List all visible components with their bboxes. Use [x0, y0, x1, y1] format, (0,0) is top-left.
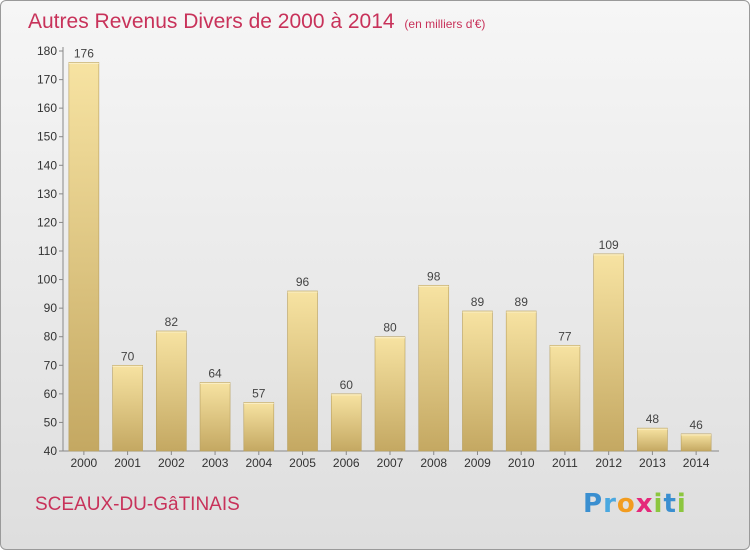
proxiti-logo: Proxiti [583, 489, 687, 519]
y-tick-label: 140 [37, 158, 57, 172]
x-tick-label: 2007 [377, 456, 404, 470]
y-tick-label: 150 [37, 130, 57, 144]
data-label: 60 [340, 378, 354, 392]
bar [418, 284, 450, 452]
data-label: 64 [208, 366, 222, 380]
bar [549, 344, 581, 452]
data-label: 80 [383, 321, 397, 335]
y-tick-label: 160 [37, 101, 57, 115]
bar [593, 253, 624, 452]
logo-letter: o [616, 489, 636, 519]
bar [68, 62, 100, 452]
x-axis: 2000 2001 2002 2003 2004 2005 2006 2007 2008 2009… [63, 450, 719, 470]
bar [199, 382, 231, 452]
bar [156, 330, 187, 452]
bar [505, 310, 537, 452]
chart-unit: (en milliers d'€) [404, 17, 486, 31]
chart-title: Autres Revenus Divers de 2000 à 2014 (en… [28, 10, 485, 34]
x-tick-label: 2000 [71, 456, 98, 470]
bars [68, 62, 712, 452]
bar [112, 364, 143, 452]
x-tick-label: 2008 [420, 456, 447, 470]
y-tick-label: 100 [37, 273, 57, 287]
x-tick-label: 2005 [289, 456, 316, 470]
x-tick-label: 2004 [245, 456, 272, 470]
y-tick-label: 120 [37, 215, 57, 229]
y-tick-label: 50 [44, 415, 58, 429]
chart-title-text: Autres Revenus Divers de 2000 à 2014 [28, 10, 395, 33]
data-label: 70 [121, 349, 135, 363]
x-tick-label: 2010 [508, 456, 535, 470]
x-tick-label: 2002 [158, 456, 185, 470]
bar [243, 402, 275, 452]
data-label: 89 [471, 295, 485, 309]
y-tick-label: 40 [44, 444, 58, 458]
y-tick-label: 70 [44, 358, 58, 372]
x-tick-label: 2009 [464, 456, 491, 470]
x-tick-label: 2014 [683, 456, 710, 470]
logo-letter: t [663, 489, 677, 519]
x-tick-label: 2013 [639, 456, 666, 470]
bar [287, 290, 318, 452]
data-label: 82 [165, 315, 179, 329]
y-tick-label: 130 [37, 187, 57, 201]
y-axis: 40 50 60 70 80 90 100 110 120 130 140 150 160 170 180 [37, 44, 64, 458]
data-label: 46 [689, 418, 703, 432]
city-name: SCEAUX-DU-GâTINAIS [35, 494, 240, 515]
x-tick-label: 2011 [552, 456, 578, 470]
logo-letter: x [635, 489, 654, 519]
x-tick-label: 2006 [333, 456, 360, 470]
data-label: 89 [515, 295, 529, 309]
x-tick-label: 2003 [202, 456, 229, 470]
x-tick-label: 2001 [114, 456, 141, 470]
x-tick-label: 2012 [595, 456, 622, 470]
data-label: 176 [74, 46, 94, 60]
data-label: 57 [252, 386, 266, 400]
y-tick-label: 180 [37, 44, 57, 58]
y-tick-label: 170 [37, 73, 57, 87]
logo-letter: i [653, 489, 664, 519]
y-tick-label: 60 [44, 387, 58, 401]
y-tick-label: 110 [38, 244, 57, 258]
bar [374, 336, 406, 452]
bar [680, 433, 712, 452]
data-label: 48 [646, 412, 660, 426]
bar [462, 310, 493, 452]
data-labels: 176 70 82 64 57 96 60 80 98 89 89 77 109 48 46 [74, 46, 703, 431]
bar [637, 427, 668, 452]
logo-letter: r [603, 489, 617, 519]
data-label: 98 [427, 269, 441, 283]
y-tick-label: 90 [44, 301, 58, 315]
bar [330, 393, 362, 452]
y-tick-label: 80 [44, 330, 58, 344]
logo-letter: i [676, 489, 687, 519]
data-label: 96 [296, 275, 310, 289]
logo-letter: P [583, 489, 604, 519]
data-label: 109 [599, 238, 619, 252]
data-label: 77 [558, 329, 572, 343]
